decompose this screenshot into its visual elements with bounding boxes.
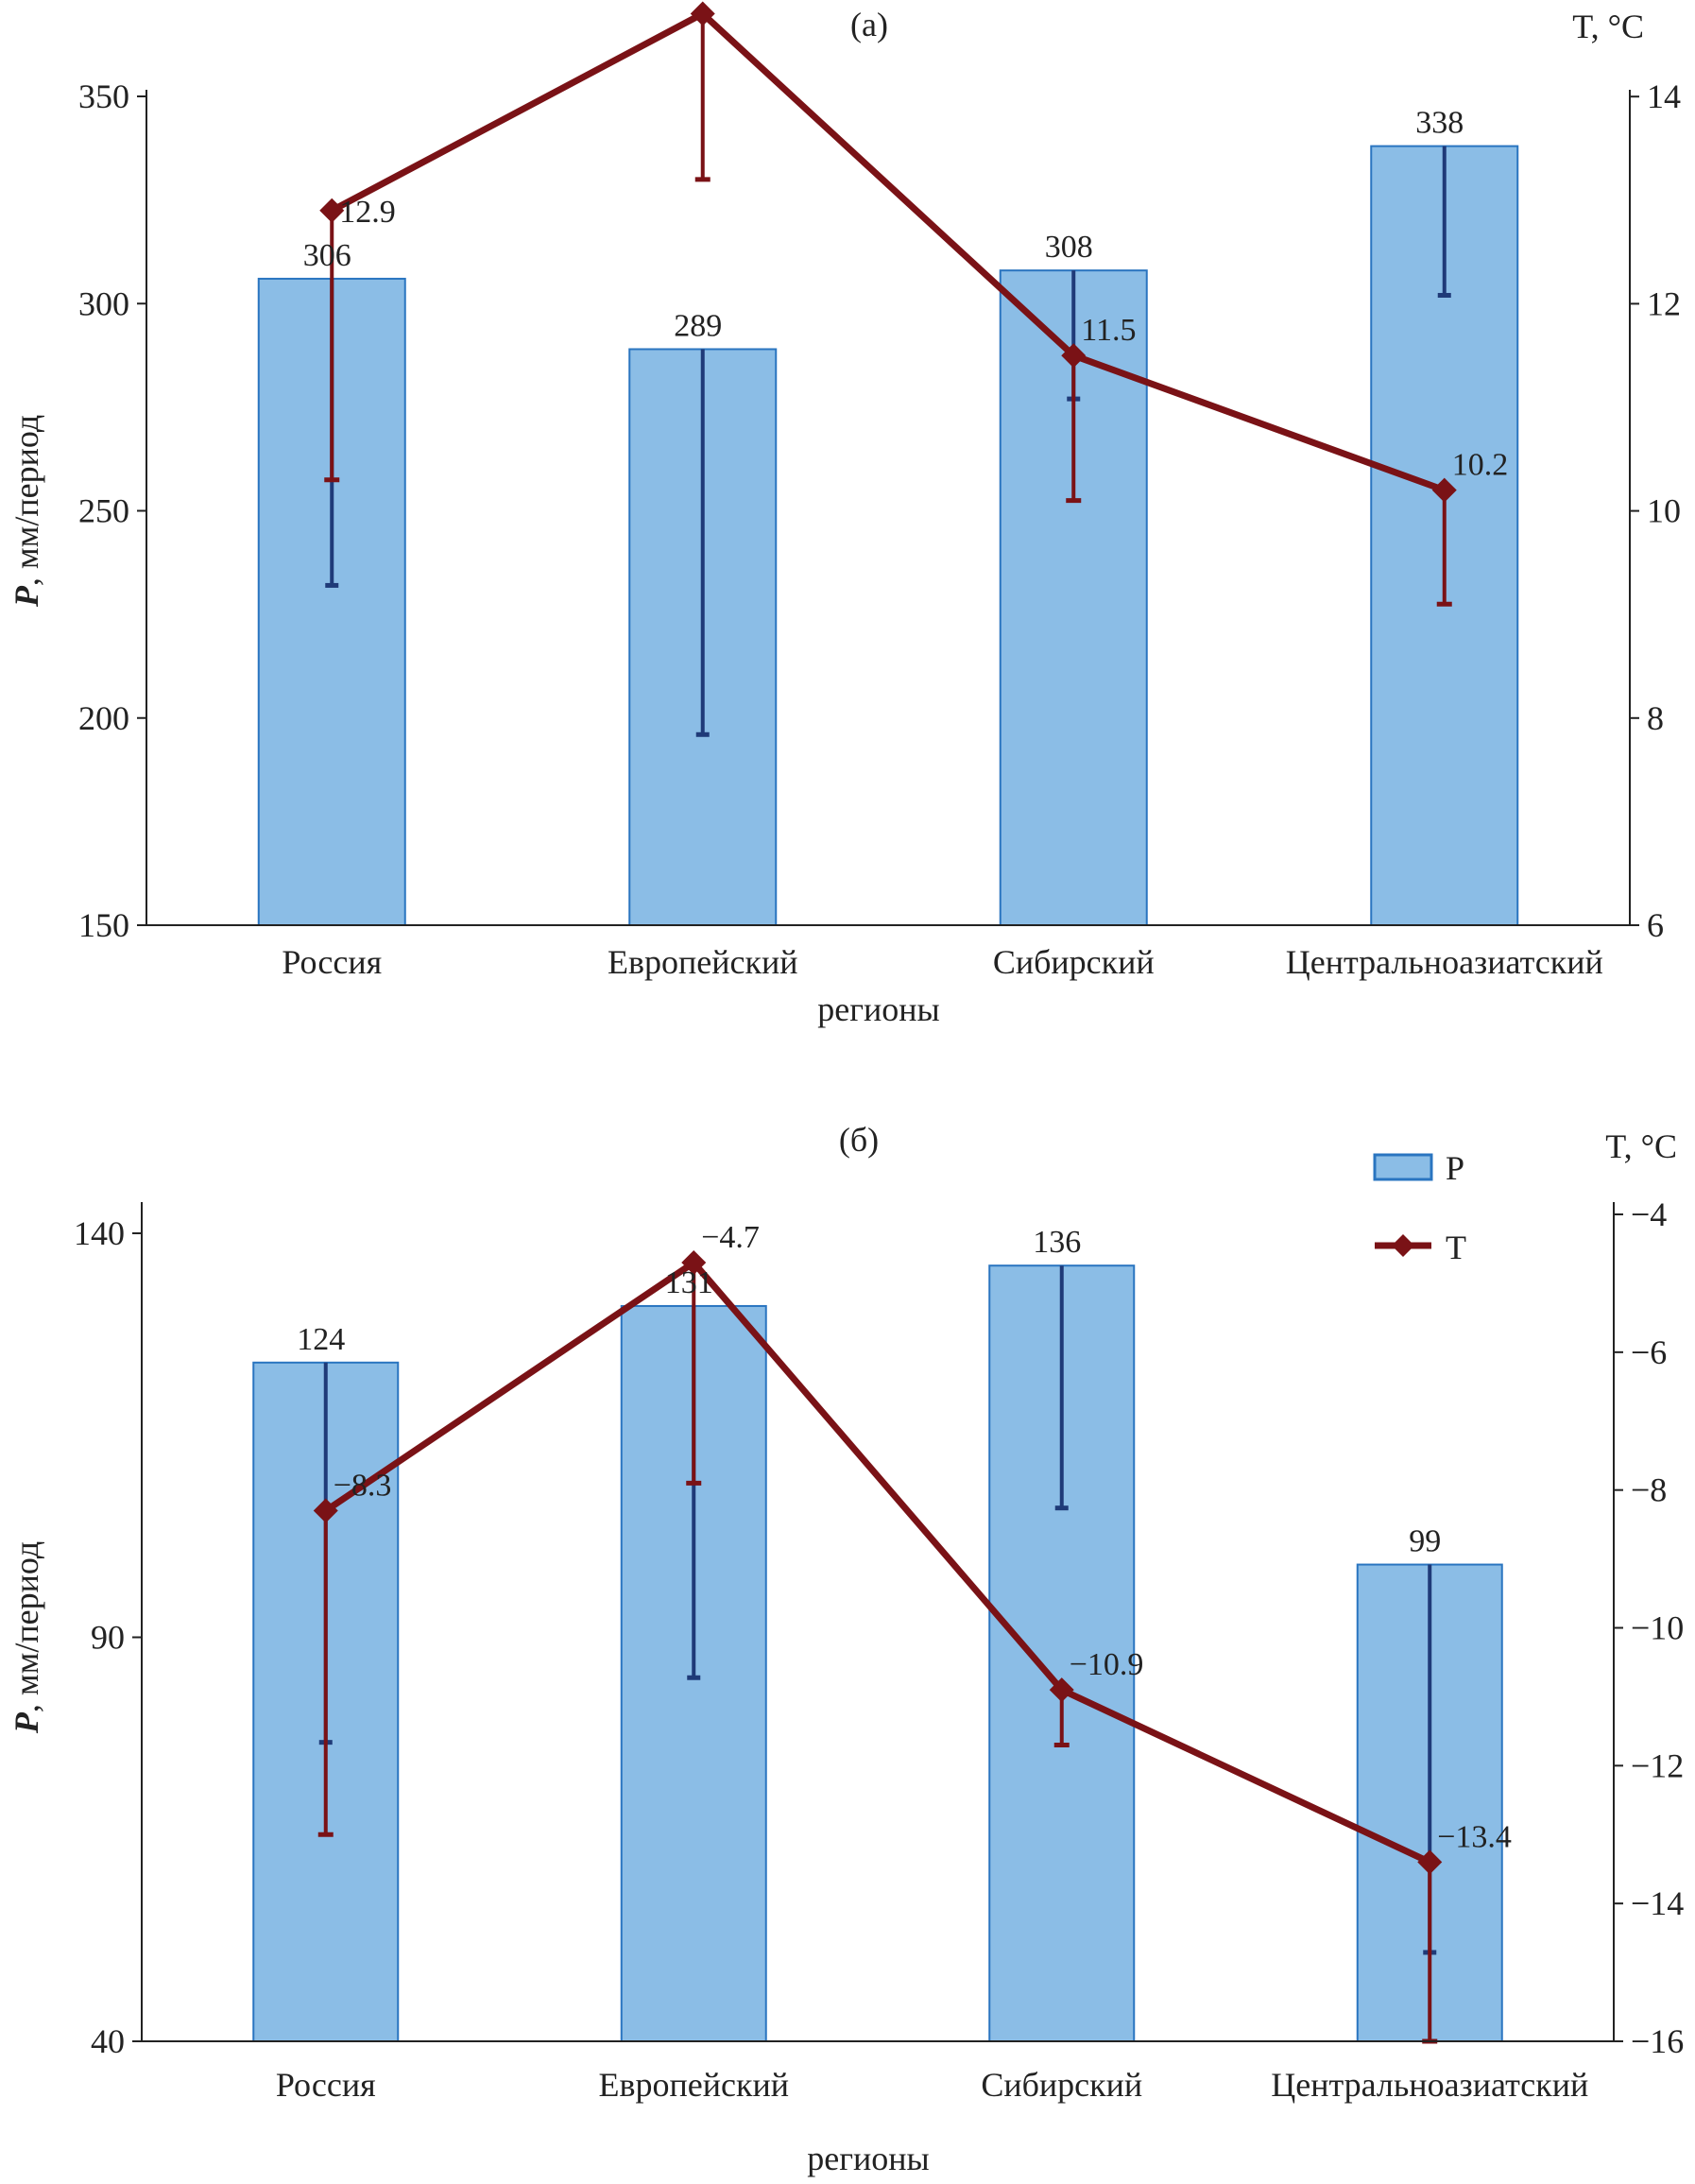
left-tick-label: 90 — [91, 1619, 125, 1657]
category-label: Центральноазиатский — [1271, 2066, 1588, 2104]
t-data-label: −10.9 — [1070, 1647, 1144, 1682]
p-data-label: 338 — [1415, 106, 1464, 141]
right-tick-label: −16 — [1631, 2022, 1684, 2060]
chart-a: (a) 306 289 308 338 12.9 14.8 11.5 10.2 150 200 250… — [8, 0, 1681, 1028]
category-label: Сибирский — [993, 943, 1155, 981]
left-tick-label: 250 — [78, 492, 129, 530]
t-marker-1 — [690, 1, 715, 26]
chart-title: (a) — [850, 6, 888, 43]
chart-b: (б) 124 131 136 99 −8.3 −4.7 −10.9 −13.4 40 90 140 −… — [8, 1121, 1684, 2177]
t-marker-3 — [1417, 1849, 1443, 1875]
x-axis-label: регионы — [817, 990, 939, 1028]
t-series-line — [323, 1259, 1431, 1866]
legend-label-p: P — [1446, 1149, 1464, 1187]
p-data-label: 124 — [297, 1322, 345, 1357]
left-tick-label: 40 — [91, 2022, 125, 2060]
left-tick-label: 350 — [78, 77, 129, 115]
t-marker-2 — [1061, 343, 1087, 369]
legend-swatch-p — [1373, 1153, 1433, 1181]
category-label: Сибирский — [981, 2066, 1142, 2104]
right-tick-label: 8 — [1647, 699, 1664, 737]
right-tick-label: −6 — [1631, 1333, 1667, 1371]
y2-axis-label: T, °C — [1572, 8, 1644, 45]
right-tick-label: 14 — [1647, 77, 1681, 115]
t-data-label: −13.4 — [1437, 1819, 1512, 1854]
p-data-label: 136 — [1033, 1225, 1081, 1260]
y2-axis-label: T, °C — [1605, 1127, 1677, 1165]
t-series-line — [330, 10, 1446, 493]
p-data-label: 308 — [1045, 230, 1093, 265]
chart-title: (б) — [839, 1121, 879, 1159]
legend-swatch-t-marker — [1392, 1234, 1414, 1257]
y-axis-label: P, мм/период — [8, 1541, 45, 1734]
t-data-label: 11.5 — [1081, 313, 1136, 348]
category-label: Россия — [282, 943, 382, 981]
category-label: Европейский — [608, 943, 798, 981]
left-tick-label: 300 — [78, 284, 129, 322]
left-tick-label: 150 — [78, 906, 129, 944]
p-data-label: 131 — [665, 1265, 713, 1300]
t-data-label: −4.7 — [701, 1220, 760, 1255]
right-tick-label: −4 — [1631, 1195, 1667, 1233]
category-label: Центральноазиатский — [1286, 943, 1603, 981]
right-tick-label: 6 — [1647, 906, 1664, 944]
right-tick-label: −10 — [1631, 1609, 1684, 1647]
right-tick-label: −14 — [1631, 1884, 1684, 1922]
legend-label-t: T — [1446, 1229, 1466, 1266]
t-marker-0 — [313, 1498, 338, 1523]
p-data-label: 99 — [1409, 1524, 1441, 1559]
p-data-label: 289 — [674, 308, 722, 343]
right-tick-label: −8 — [1631, 1471, 1667, 1509]
t-data-label: −8.3 — [334, 1469, 392, 1504]
t-marker-0 — [319, 198, 345, 223]
left-tick-label: 140 — [74, 1214, 125, 1252]
y-axis-label-symbol: P — [8, 585, 45, 608]
t-data-label: 10.2 — [1452, 448, 1509, 483]
t-marker-2 — [1049, 1677, 1074, 1703]
category-label: Россия — [276, 2066, 376, 2104]
t-marker-1 — [681, 1250, 707, 1276]
left-tick-label: 200 — [78, 699, 129, 737]
right-tick-label: 10 — [1647, 492, 1681, 530]
right-tick-label: 12 — [1647, 284, 1681, 322]
x-axis-label: регионы — [807, 2140, 929, 2177]
y-axis-label: P, мм/период — [8, 415, 45, 608]
category-label: Европейский — [599, 2066, 790, 2104]
right-tick-label: −12 — [1631, 1746, 1684, 1784]
p-data-label: 306 — [303, 238, 351, 273]
t-data-label: 12.9 — [339, 195, 396, 230]
t-marker-3 — [1431, 477, 1457, 503]
t-data-label: 14.8 — [711, 0, 767, 7]
y-axis-label-symbol: P — [8, 1711, 45, 1734]
y-axis-label-unit: , мм/период — [8, 1541, 45, 1712]
legend: PT — [1373, 1149, 1466, 1266]
y-axis-label-unit: , мм/период — [8, 415, 45, 586]
